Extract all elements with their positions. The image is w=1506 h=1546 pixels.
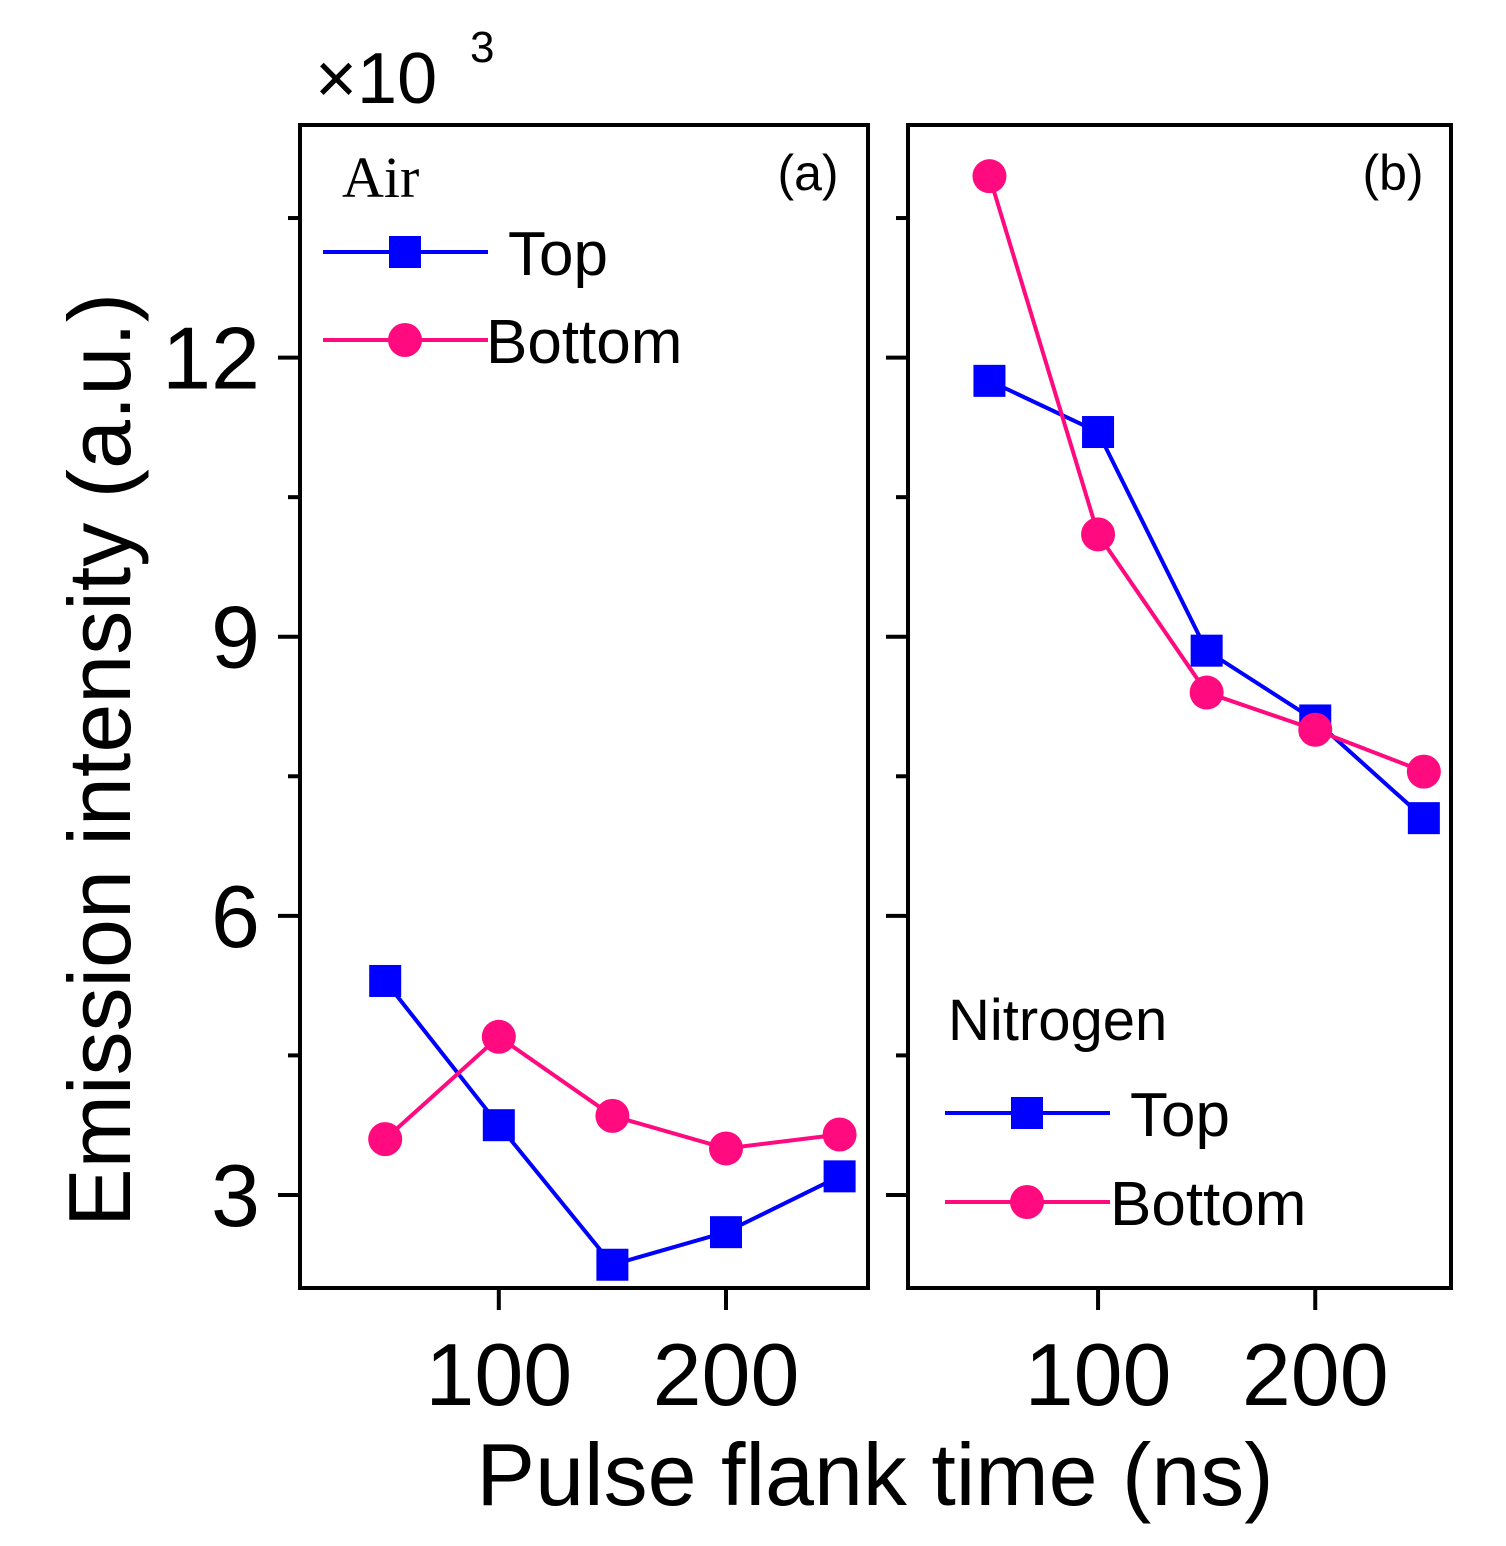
panel-b-legend: Top Bottom xyxy=(945,1081,1306,1239)
point-a-top-50 xyxy=(369,964,402,997)
point-b-bottom-100 xyxy=(1081,517,1116,552)
panel-a-gas-label: Air xyxy=(342,145,419,210)
panel-b-ticks: 100 200 xyxy=(886,216,1389,1424)
panel-a-series xyxy=(368,964,857,1281)
y-tick-label-a-6: 6 xyxy=(211,867,260,966)
point-b-top-150 xyxy=(1190,634,1223,667)
legend-b-top-marker xyxy=(1011,1097,1043,1129)
point-b-bottom-200 xyxy=(1298,712,1333,747)
legend-a-bottom-marker xyxy=(388,323,422,357)
x-tick-label-a-100: 100 xyxy=(425,1325,572,1424)
y-tick-label-a-12: 12 xyxy=(162,309,260,408)
y-tick-label-a-3: 3 xyxy=(211,1146,260,1245)
panel-b: 100 200 (b) Nitrogen Top Bottom xyxy=(886,123,1453,1424)
point-a-top-150 xyxy=(596,1248,629,1281)
legend-a-bottom-label: Bottom xyxy=(486,308,682,377)
panel-b-gas-label: Nitrogen xyxy=(948,988,1167,1053)
point-b-top-100 xyxy=(1082,416,1115,449)
series-line-b-top xyxy=(988,379,1426,820)
legend-a-top-marker xyxy=(389,236,421,268)
panel-a-ticks: 100 200 3 6 9 12 xyxy=(162,216,800,1424)
legend-a-top-label: Top xyxy=(508,220,608,289)
x-tick-label-b-100: 100 xyxy=(1025,1325,1172,1424)
point-b-bottom-150 xyxy=(1189,675,1224,710)
legend-b-bottom-marker xyxy=(1010,1185,1044,1219)
panel-b-label: (b) xyxy=(1362,145,1423,201)
legend-b-top-label: Top xyxy=(1130,1081,1230,1150)
point-a-bottom-200 xyxy=(709,1131,743,1166)
y-axis-title: Emission intensity (a.u.) xyxy=(50,293,149,1227)
point-a-top-100 xyxy=(482,1109,515,1142)
y-multiplier-exponent: 3 xyxy=(470,23,494,72)
point-b-top-50 xyxy=(973,364,1006,397)
point-a-top-250 xyxy=(823,1160,856,1193)
point-a-top-200 xyxy=(710,1216,742,1249)
legend-b-bottom-label: Bottom xyxy=(1110,1170,1306,1239)
x-axis-title: Pulse flank time (ns) xyxy=(476,1425,1273,1524)
y-multiplier: ×10 xyxy=(315,39,437,119)
point-a-bottom-150 xyxy=(595,1098,630,1133)
panel-a-legend: Top Bottom xyxy=(323,220,682,377)
point-b-top-250 xyxy=(1407,802,1440,835)
x-tick-label-b-200: 200 xyxy=(1242,1325,1389,1424)
point-a-bottom-250 xyxy=(822,1117,857,1152)
panel-a-label: (a) xyxy=(777,145,838,201)
point-a-bottom-100 xyxy=(481,1019,516,1054)
panel-a: 100 200 3 6 9 12 (a) Air Top Bottom xyxy=(162,123,870,1424)
panel-b-series xyxy=(972,159,1441,835)
x-tick-label-a-200: 200 xyxy=(653,1325,800,1424)
point-b-bottom-50 xyxy=(972,159,1007,194)
panel-a-frame xyxy=(298,123,870,1290)
y-tick-label-a-9: 9 xyxy=(211,588,260,687)
point-b-bottom-250 xyxy=(1406,754,1441,789)
point-a-bottom-50 xyxy=(368,1122,403,1157)
panel-b-frame xyxy=(906,123,1453,1290)
